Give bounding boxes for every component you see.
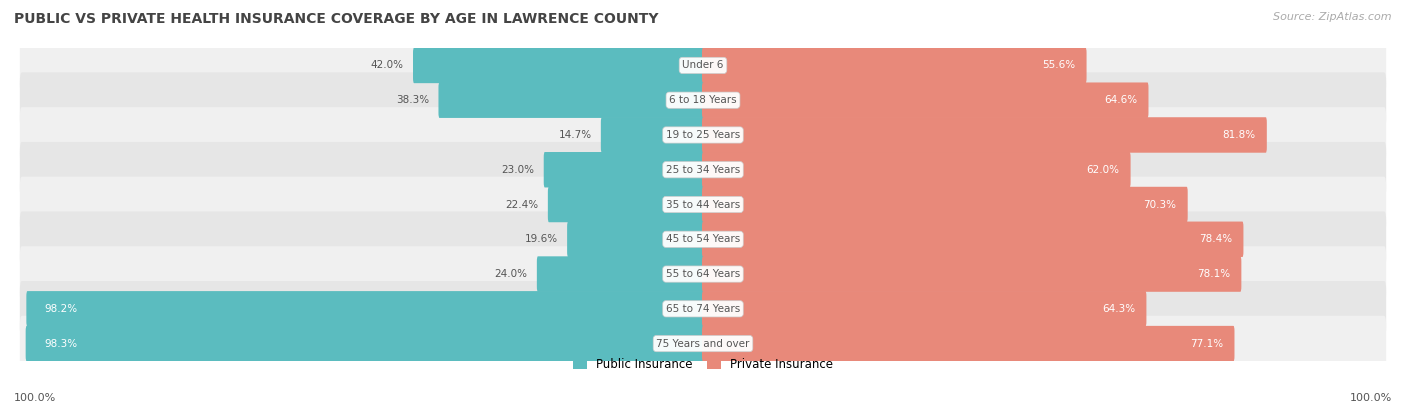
Text: 64.3%: 64.3% xyxy=(1102,304,1135,314)
FancyBboxPatch shape xyxy=(600,117,704,153)
Text: 23.0%: 23.0% xyxy=(502,165,534,175)
Text: 78.4%: 78.4% xyxy=(1199,234,1232,244)
Text: 78.1%: 78.1% xyxy=(1197,269,1230,279)
Text: 25 to 34 Years: 25 to 34 Years xyxy=(666,165,740,175)
FancyBboxPatch shape xyxy=(702,47,1087,83)
FancyBboxPatch shape xyxy=(702,326,1234,361)
Text: 24.0%: 24.0% xyxy=(495,269,527,279)
Legend: Public Insurance, Private Insurance: Public Insurance, Private Insurance xyxy=(567,352,839,377)
Text: 65 to 74 Years: 65 to 74 Years xyxy=(666,304,740,314)
FancyBboxPatch shape xyxy=(20,72,1386,128)
Text: 100.0%: 100.0% xyxy=(1350,393,1392,403)
Text: 38.3%: 38.3% xyxy=(396,95,429,105)
FancyBboxPatch shape xyxy=(702,83,1149,118)
FancyBboxPatch shape xyxy=(702,152,1130,188)
FancyBboxPatch shape xyxy=(537,256,704,292)
Text: 75 Years and over: 75 Years and over xyxy=(657,339,749,349)
FancyBboxPatch shape xyxy=(20,211,1386,267)
FancyBboxPatch shape xyxy=(544,152,704,188)
Text: 55 to 64 Years: 55 to 64 Years xyxy=(666,269,740,279)
FancyBboxPatch shape xyxy=(25,326,704,361)
Text: 6 to 18 Years: 6 to 18 Years xyxy=(669,95,737,105)
FancyBboxPatch shape xyxy=(20,142,1386,197)
FancyBboxPatch shape xyxy=(702,187,1188,222)
FancyBboxPatch shape xyxy=(439,83,704,118)
FancyBboxPatch shape xyxy=(20,281,1386,337)
Text: 70.3%: 70.3% xyxy=(1143,199,1177,209)
FancyBboxPatch shape xyxy=(702,117,1267,153)
Text: 100.0%: 100.0% xyxy=(14,393,56,403)
Text: 14.7%: 14.7% xyxy=(558,130,592,140)
FancyBboxPatch shape xyxy=(20,38,1386,93)
FancyBboxPatch shape xyxy=(702,291,1146,327)
Text: Under 6: Under 6 xyxy=(682,60,724,71)
Text: 77.1%: 77.1% xyxy=(1189,339,1223,349)
Text: 55.6%: 55.6% xyxy=(1042,60,1076,71)
FancyBboxPatch shape xyxy=(20,316,1386,371)
Text: Source: ZipAtlas.com: Source: ZipAtlas.com xyxy=(1274,12,1392,22)
FancyBboxPatch shape xyxy=(20,107,1386,163)
Text: 62.0%: 62.0% xyxy=(1087,165,1119,175)
FancyBboxPatch shape xyxy=(20,246,1386,302)
Text: 64.6%: 64.6% xyxy=(1104,95,1137,105)
Text: 19.6%: 19.6% xyxy=(524,234,558,244)
Text: 98.3%: 98.3% xyxy=(44,339,77,349)
Text: 42.0%: 42.0% xyxy=(371,60,404,71)
Text: 19 to 25 Years: 19 to 25 Years xyxy=(666,130,740,140)
FancyBboxPatch shape xyxy=(548,187,704,222)
Text: 81.8%: 81.8% xyxy=(1222,130,1256,140)
FancyBboxPatch shape xyxy=(702,256,1241,292)
Text: 45 to 54 Years: 45 to 54 Years xyxy=(666,234,740,244)
Text: 98.2%: 98.2% xyxy=(45,304,77,314)
Text: 35 to 44 Years: 35 to 44 Years xyxy=(666,199,740,209)
Text: PUBLIC VS PRIVATE HEALTH INSURANCE COVERAGE BY AGE IN LAWRENCE COUNTY: PUBLIC VS PRIVATE HEALTH INSURANCE COVER… xyxy=(14,12,658,26)
FancyBboxPatch shape xyxy=(27,291,704,327)
FancyBboxPatch shape xyxy=(702,221,1243,257)
Text: 22.4%: 22.4% xyxy=(505,199,538,209)
FancyBboxPatch shape xyxy=(413,47,704,83)
FancyBboxPatch shape xyxy=(20,177,1386,233)
FancyBboxPatch shape xyxy=(567,221,704,257)
